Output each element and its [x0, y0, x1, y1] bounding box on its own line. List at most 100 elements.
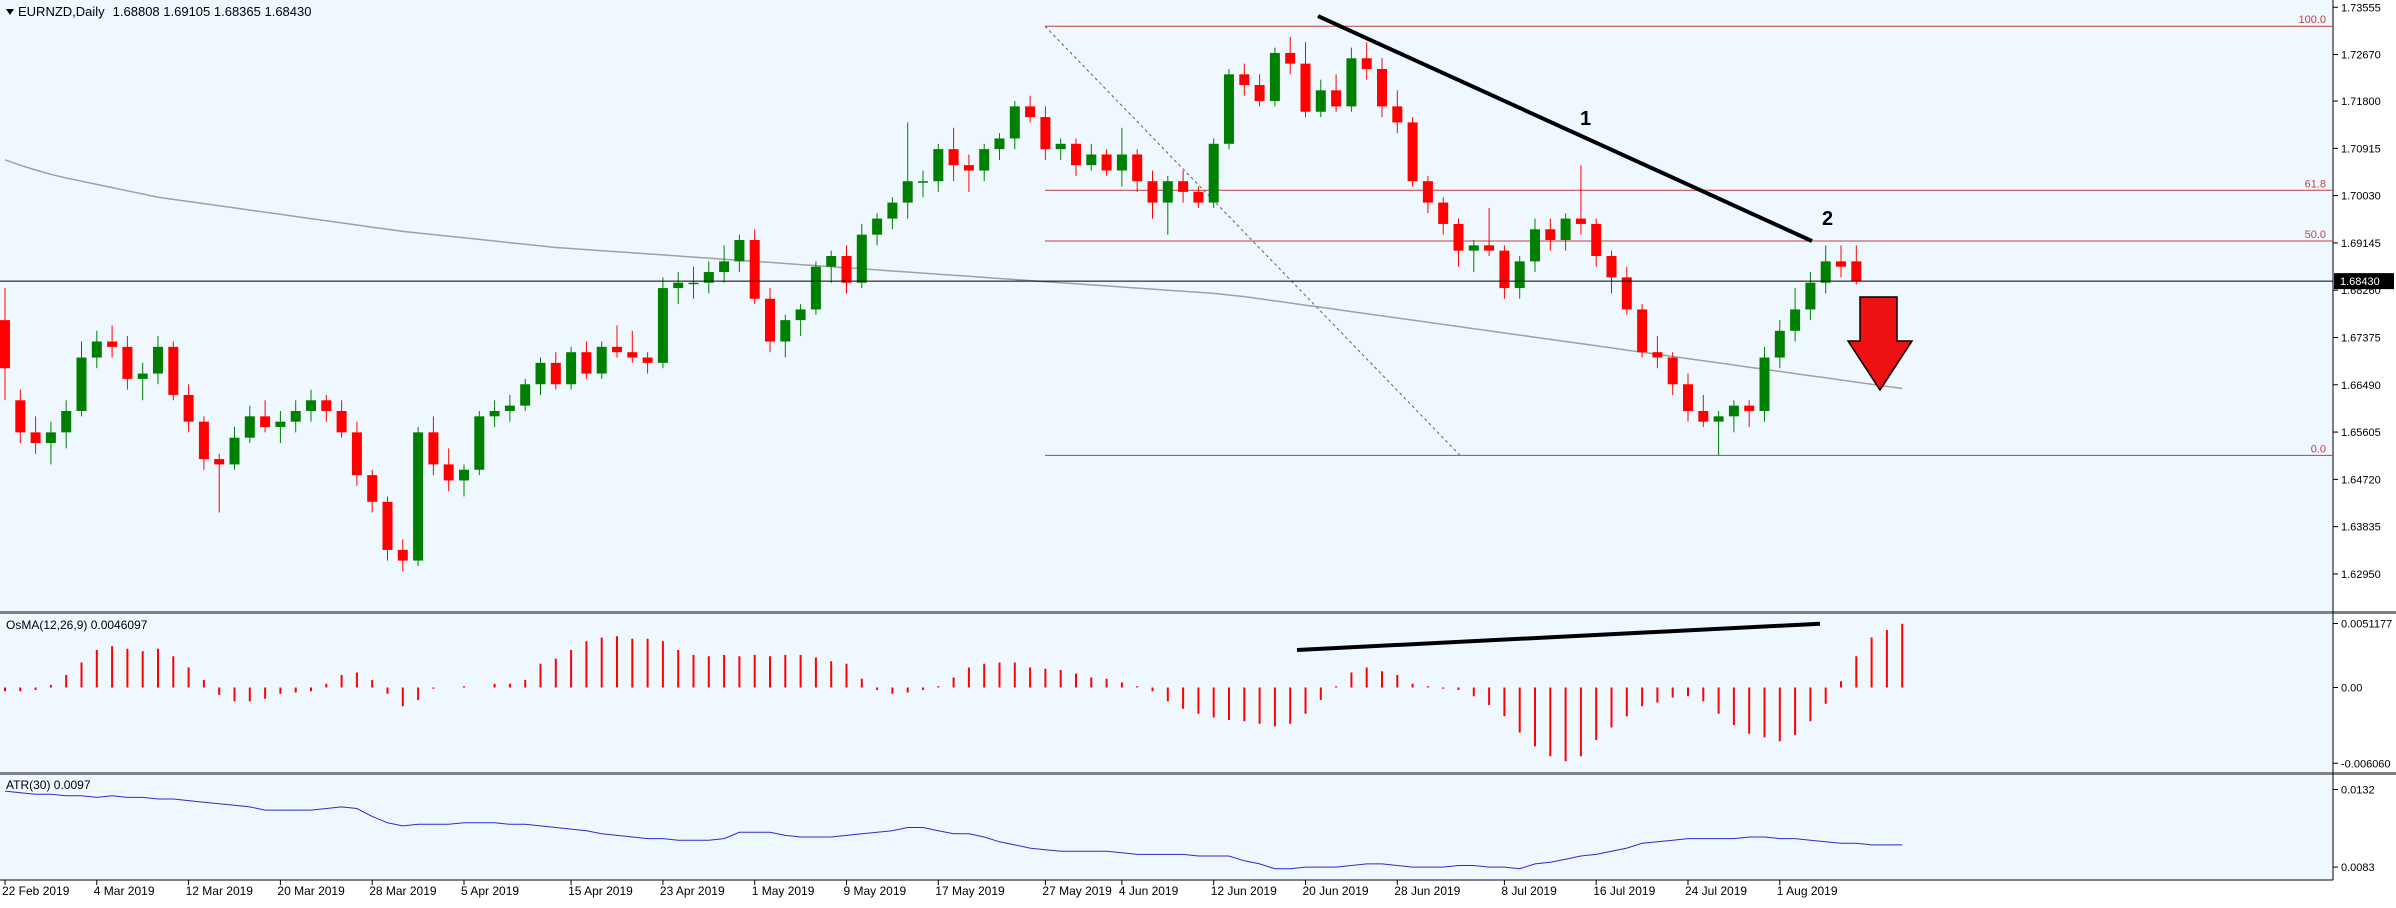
annotation-2: 2: [1822, 208, 1833, 230]
osma-tick-label: 0.0051177: [2341, 619, 2392, 631]
bull-candle: [994, 138, 1005, 150]
time-tick-label: 17 May 2019: [935, 884, 1005, 898]
bull-candle: [474, 416, 485, 470]
osma-pane[interactable]: [0, 614, 2333, 772]
bull-candle: [902, 181, 913, 203]
price-tick-label: 1.73555: [2341, 2, 2381, 14]
time-tick-label: 27 May 2019: [1042, 884, 1112, 898]
bear-candle: [107, 341, 118, 347]
time-tick-label: 1 Aug 2019: [1777, 884, 1838, 898]
bear-candle: [1667, 357, 1678, 385]
ma-polyline: [4, 159, 1903, 390]
time-tick-label: 20 Mar 2019: [277, 884, 345, 898]
bull-candle: [61, 410, 72, 433]
atr-line: [4, 790, 1903, 870]
price-tick-label: 1.72670: [2341, 50, 2381, 62]
moving-average-line: [4, 159, 1903, 390]
bear-candle: [1484, 245, 1495, 251]
dropdown-triangle-icon[interactable]: [6, 9, 14, 15]
bear-candle: [122, 346, 133, 379]
bear-candle: [1744, 405, 1755, 411]
fib-level-label: 50.0: [2305, 229, 2326, 241]
bull-candle: [1790, 309, 1801, 331]
bull-candle: [1055, 143, 1066, 150]
bear-candle: [1652, 352, 1663, 358]
fib-level-label: 100.0: [2298, 14, 2326, 26]
bull-candle: [91, 341, 102, 358]
bull-candle: [1208, 143, 1219, 203]
bull-candle: [1086, 154, 1097, 166]
time-tick-label: 5 Apr 2019: [461, 884, 519, 898]
bull-candle: [1269, 52, 1280, 102]
fib-level-label: 61.8: [2305, 178, 2326, 190]
down-arrow-icon[interactable]: [1846, 296, 1914, 392]
bear-candle: [948, 149, 959, 166]
bull-candle: [872, 218, 883, 235]
main-pane[interactable]: [0, 0, 2333, 611]
bull-candle: [887, 202, 898, 219]
bull-candle: [45, 432, 56, 444]
bear-candle: [382, 501, 393, 550]
bear-candle: [1239, 74, 1250, 86]
time-tick-label: 20 Jun 2019: [1303, 884, 1369, 898]
bull-candle: [1713, 416, 1724, 422]
bear-candle: [336, 410, 347, 433]
bull-candle: [504, 405, 515, 411]
time-tick-label: 12 Jun 2019: [1211, 884, 1277, 898]
bear-candle: [1453, 223, 1464, 251]
atr-polyline: [4, 790, 1903, 870]
bear-candle: [1575, 218, 1586, 224]
bear-candle: [183, 394, 194, 422]
time-tick-label: 9 May 2019: [844, 884, 907, 898]
price-tick-label: 1.63835: [2341, 522, 2381, 534]
price-tick-label: 1.66490: [2341, 380, 2381, 392]
atr-pane[interactable]: [0, 775, 2333, 879]
bear-candle: [1178, 181, 1189, 192]
ohlc-values: 1.68808 1.69105 1.68365 1.68430: [113, 4, 312, 19]
osma-histogram: [4, 623, 1904, 762]
bull-candle: [979, 149, 990, 171]
bear-candle: [1683, 384, 1693, 411]
osma-tick-label: 0.00: [2341, 683, 2362, 695]
bull-candle: [856, 234, 867, 283]
osma-label: OsMA(12,26,9) 0.0046097: [6, 618, 148, 632]
bull-candle: [459, 469, 469, 481]
bull-candle: [657, 288, 668, 363]
bull-candle: [703, 272, 714, 283]
bear-candle: [749, 239, 760, 299]
bull-candle: [1774, 330, 1785, 358]
price-tick-label: 1.69145: [2341, 238, 2381, 250]
symbol-label: EURNZD,Daily: [18, 4, 105, 19]
current-price-label: 1.68430: [2340, 276, 2380, 288]
bear-candle: [321, 400, 332, 411]
bear-candle: [1377, 68, 1387, 107]
bull-candle: [76, 357, 87, 411]
price-tick-label: 1.71800: [2341, 96, 2381, 108]
bear-candle: [1132, 154, 1143, 182]
bear-candle: [397, 549, 408, 561]
bear-candle: [1851, 261, 1862, 282]
bear-candle: [1040, 117, 1051, 150]
trendline-osma: [1296, 621, 1821, 652]
candlestick-series: [0, 36, 1862, 572]
current-price-box: [2334, 273, 2394, 290]
bull-candle: [1560, 218, 1571, 240]
bull-candle: [688, 282, 699, 285]
time-tick-label: 23 Apr 2019: [660, 884, 725, 898]
bear-candle: [1499, 250, 1510, 289]
price-tick-label: 1.70030: [2341, 191, 2381, 203]
fib-level-label: 0.0: [2311, 443, 2326, 455]
bull-candle: [933, 149, 944, 182]
bull-candle: [1759, 357, 1770, 411]
bull-candle: [719, 261, 730, 273]
bull-candle: [153, 346, 163, 374]
bear-candle: [168, 346, 179, 395]
fibonacci-retracement[interactable]: 100.0 61.8 50.0 0.0: [1044, 14, 2333, 456]
bull-candle: [1009, 106, 1020, 139]
bear-candle: [443, 464, 454, 481]
bear-candle: [15, 400, 26, 433]
osma-tick-label: -0.006060: [2341, 758, 2391, 770]
bull-candle: [1805, 282, 1816, 310]
